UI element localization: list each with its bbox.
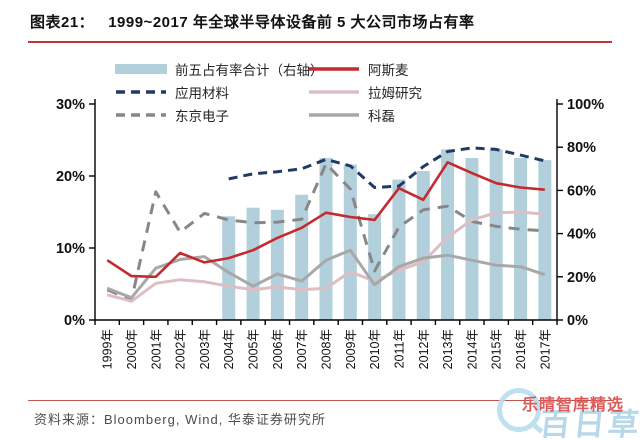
x-axis-label: 2000年: [125, 329, 139, 369]
legend-label: 科磊: [368, 109, 395, 124]
x-axis-label: 2015年: [490, 329, 504, 369]
x-axis-label: 2017年: [538, 329, 552, 369]
legend-item-lam: 拉姆研究: [308, 84, 422, 101]
right-axis-label: 20%: [567, 270, 596, 286]
x-axis-label: 2005年: [247, 329, 261, 369]
x-axis-label: 2001年: [149, 329, 163, 369]
legend-item-amat: 应用材料: [115, 84, 229, 101]
left-axis-label: 20%: [56, 169, 85, 185]
line-swatch-icon: [308, 109, 360, 121]
bar: [392, 179, 406, 320]
x-axis-label: 2016年: [514, 329, 528, 369]
legend-label: 应用材料: [175, 86, 229, 101]
x-axis-label: 2009年: [344, 329, 358, 369]
source-note: 资料来源：Bloomberg, Wind, 华泰证券研究所: [34, 412, 326, 427]
bar: [514, 158, 528, 320]
dashed-line-swatch-icon: [115, 109, 167, 121]
x-axis-label: 2007年: [295, 329, 309, 369]
left-axis-label: 10%: [56, 241, 85, 257]
bar: [246, 207, 260, 320]
legend-item-top5-bars: 前五占有率合计（右轴）: [115, 61, 324, 78]
title-underline: [28, 41, 612, 43]
bar: [295, 194, 309, 320]
bar: [465, 158, 479, 320]
bar-swatch-icon: [115, 63, 167, 75]
right-axis-label: 100%: [567, 97, 604, 113]
legend-label: 前五占有率合计（右轴）: [175, 63, 324, 78]
watermark-red-text: 乐晴智库精选: [522, 397, 625, 414]
x-axis-label: 2004年: [222, 329, 236, 369]
x-axis-label: 2008年: [320, 329, 334, 369]
x-axis-label: 2012年: [417, 329, 431, 369]
footer-divider: [28, 400, 612, 401]
bar: [270, 209, 284, 320]
x-axis-label: 2002年: [174, 329, 188, 369]
right-axis-label: 80%: [567, 140, 596, 156]
x-axis-label: 2003年: [198, 329, 212, 369]
line-series: [106, 210, 545, 303]
x-axis-label: 2006年: [271, 329, 285, 369]
bar: [319, 158, 333, 320]
bar: [441, 149, 455, 320]
left-axis-label: 0%: [64, 313, 85, 329]
x-axis-label: 2011年: [392, 329, 406, 368]
line-series: [106, 161, 545, 279]
left-axis-label: 30%: [56, 97, 85, 113]
x-axis-label: 2010年: [368, 329, 382, 369]
x-axis-label: 1999年: [101, 329, 115, 369]
line-swatch-icon: [308, 63, 360, 75]
line-swatch-icon: [308, 86, 360, 98]
watermark-logo-icon: [497, 388, 541, 432]
legend-label: 拉姆研究: [368, 86, 422, 101]
line-series: [106, 248, 546, 300]
figure-number: 图表21：: [30, 14, 95, 31]
legend-label: 阿斯麦: [368, 63, 409, 78]
legend-label: 东京电子: [175, 109, 229, 124]
page-title: 图表21： 1999~2017 年全球半导体设备前 5 大公司市场占有率: [30, 11, 475, 32]
right-axis-label: 0%: [567, 313, 588, 329]
legend-item-kla: 科磊: [308, 107, 395, 124]
bar: [222, 216, 236, 320]
bar: [489, 149, 503, 320]
x-axis-label: 2014年: [465, 329, 479, 369]
legend-item-tel: 东京电子: [115, 107, 229, 124]
figure-title: 1999~2017 年全球半导体设备前 5 大公司市场占有率: [108, 14, 475, 31]
x-axis-label: 2013年: [441, 329, 455, 369]
line-series: [228, 146, 546, 189]
dashed-line-swatch-icon: [115, 86, 167, 98]
right-axis-label: 60%: [567, 183, 596, 199]
legend-item-asml: 阿斯麦: [308, 61, 409, 78]
right-axis-label: 40%: [567, 227, 596, 243]
bar: [368, 214, 382, 320]
bar: [538, 160, 552, 320]
